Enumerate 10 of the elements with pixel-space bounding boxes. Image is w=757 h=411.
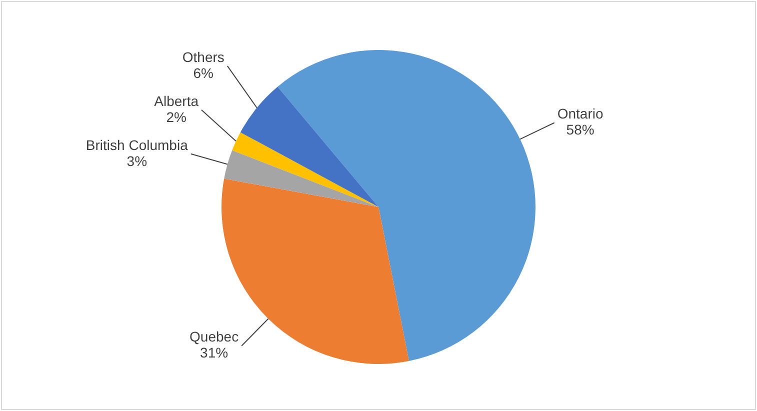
data-label: 58% xyxy=(566,122,594,138)
data-label: 3% xyxy=(126,152,148,169)
slice-label: Quebec xyxy=(190,328,239,345)
slice-label: Others xyxy=(182,48,224,65)
slice-label: Alberta xyxy=(154,92,199,109)
data-label: 2% xyxy=(166,108,186,125)
slice-label: Ontario xyxy=(557,106,604,122)
data-label: 31% xyxy=(200,344,228,361)
data-label: 6% xyxy=(193,64,214,81)
slice-label: British Columbia xyxy=(86,136,188,153)
